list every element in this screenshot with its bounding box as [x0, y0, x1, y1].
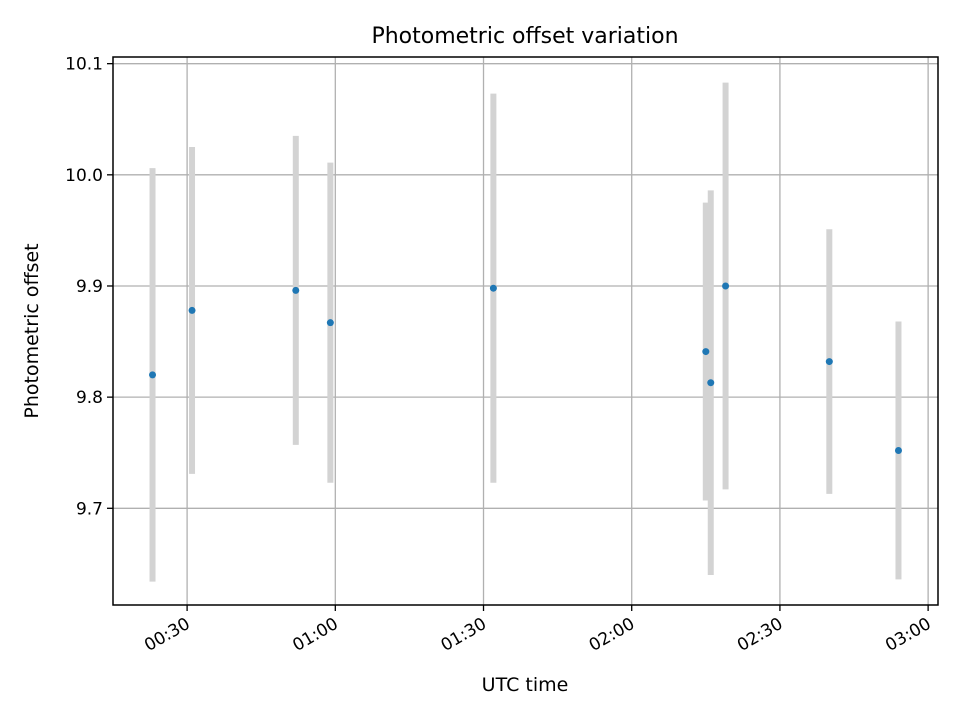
data-point [292, 286, 300, 294]
data-point [707, 379, 715, 387]
data-point [722, 282, 730, 290]
data-point [894, 446, 902, 454]
data-point [188, 306, 196, 314]
x-tick-label: 02:30 [734, 614, 786, 656]
data-points [149, 282, 902, 454]
data-point [489, 284, 497, 292]
x-tick-label: 00:30 [141, 614, 193, 656]
y-axis-label: Photometric offset [21, 243, 43, 418]
data-point [825, 358, 833, 366]
x-tick-label: 01:00 [289, 614, 341, 656]
y-tick-label: 9.7 [76, 499, 103, 519]
x-axis: 00:30 01:00 01:30 02:00 02:30 03:00 [141, 605, 935, 656]
error-bars [149, 82, 902, 582]
y-tick-label: 9.9 [76, 277, 103, 297]
data-point [702, 348, 710, 356]
y-tick-label: 10.1 [65, 55, 103, 75]
plot-frame [112, 56, 939, 606]
chart-title: Photometric offset variation [371, 24, 678, 49]
data-point [149, 371, 157, 379]
data-point [326, 319, 334, 327]
x-tick-label: 03:00 [882, 614, 934, 656]
x-tick-label: 01:30 [438, 614, 490, 656]
x-axis-label: UTC time [482, 674, 569, 696]
x-tick-label: 02:00 [586, 614, 638, 656]
y-tick-label: 9.8 [76, 388, 103, 408]
y-axis: 9.7 9.8 9.9 10.0 10.1 [65, 55, 113, 519]
y-tick-label: 10.0 [65, 166, 103, 186]
grid [113, 57, 938, 605]
